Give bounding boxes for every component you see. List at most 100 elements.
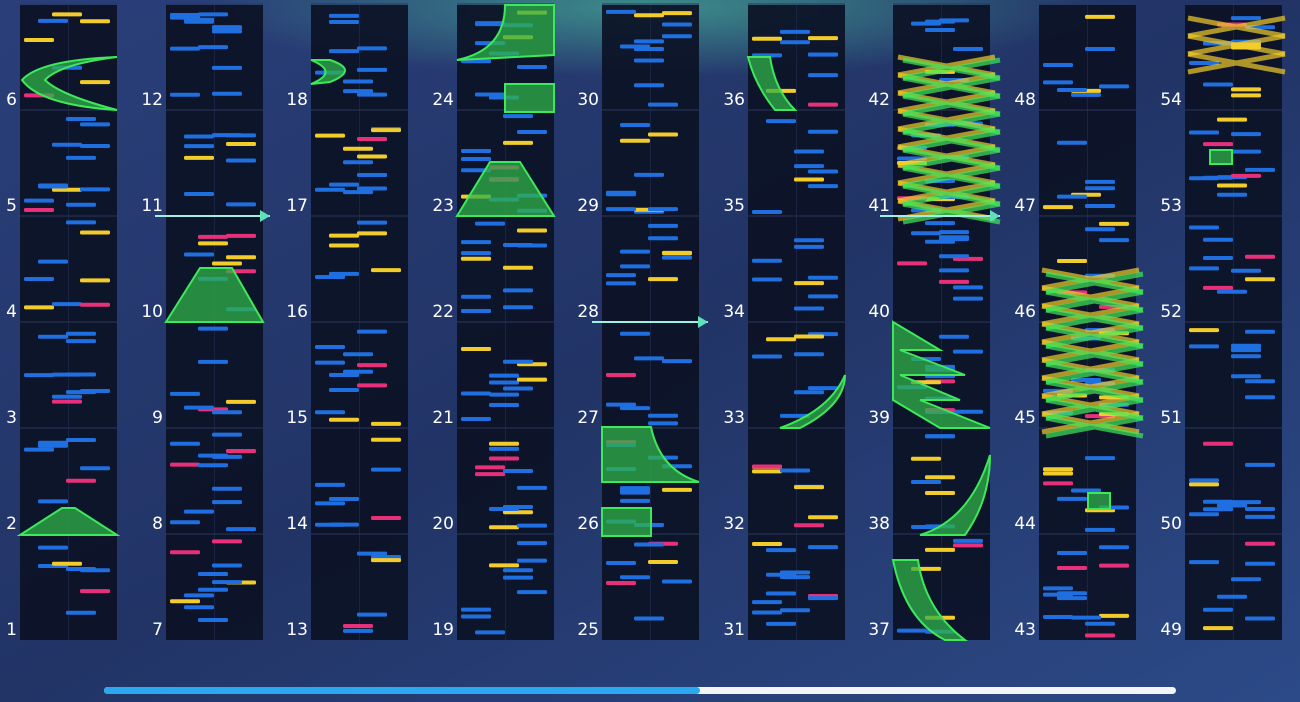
- note: [329, 417, 359, 422]
- note: [315, 187, 345, 192]
- note: [212, 539, 242, 544]
- note: [911, 21, 941, 26]
- measure-label: 42: [868, 90, 890, 110]
- note: [212, 261, 242, 266]
- note: [662, 11, 692, 16]
- note: [780, 570, 810, 575]
- note: [1043, 614, 1073, 619]
- note: [343, 89, 373, 94]
- note: [80, 143, 110, 148]
- note: [517, 243, 547, 248]
- note: [198, 359, 228, 364]
- note: [517, 541, 547, 546]
- note: [329, 372, 359, 377]
- note: [1085, 621, 1115, 626]
- zigzag-note: [902, 165, 1001, 189]
- note: [315, 482, 345, 487]
- note: [648, 421, 678, 426]
- note: [371, 437, 401, 442]
- note: [1203, 285, 1233, 290]
- note: [184, 144, 214, 149]
- note: [170, 46, 200, 51]
- note: [1057, 140, 1087, 145]
- note: [634, 47, 664, 52]
- note: [780, 575, 810, 580]
- measure-label: 5: [6, 196, 17, 216]
- note: [38, 443, 68, 448]
- note: [226, 449, 256, 454]
- note: [184, 405, 214, 410]
- note: [648, 413, 678, 418]
- note: [1057, 596, 1087, 601]
- measure-label: 27: [577, 408, 599, 428]
- note: [371, 554, 401, 559]
- note: [808, 102, 838, 107]
- note: [212, 486, 242, 491]
- note: [1043, 481, 1073, 486]
- hold-note: [16, 507, 121, 536]
- note: [911, 480, 941, 485]
- zigzag-note: [902, 93, 1001, 117]
- note: [343, 623, 373, 628]
- note: [315, 274, 345, 279]
- note: [198, 463, 228, 468]
- zigzag-note: [902, 129, 1001, 153]
- note: [1245, 561, 1275, 566]
- hold-note: [601, 426, 700, 483]
- note: [329, 387, 359, 392]
- note: [24, 373, 54, 378]
- note: [1231, 87, 1261, 92]
- note: [371, 421, 401, 426]
- note: [1189, 61, 1219, 66]
- zigzag-note: [1045, 361, 1144, 385]
- note: [1189, 482, 1219, 487]
- measure-label: 22: [432, 302, 454, 322]
- note: [1057, 87, 1087, 92]
- note: [925, 547, 955, 552]
- note: [343, 628, 373, 633]
- note: [1189, 176, 1219, 181]
- note: [606, 190, 636, 195]
- note: [606, 373, 636, 378]
- scrollbar-thumb[interactable]: [104, 687, 700, 694]
- note: [1203, 507, 1233, 512]
- note: [897, 261, 927, 266]
- note: [226, 158, 256, 163]
- note: [911, 525, 941, 530]
- note: [371, 515, 401, 520]
- zigzag-note: [1041, 267, 1140, 291]
- hold-note: [310, 59, 346, 85]
- note: [315, 344, 345, 349]
- measure-label: 53: [1160, 196, 1182, 216]
- hold-note: [164, 267, 265, 323]
- note: [794, 164, 824, 169]
- note: [662, 250, 692, 255]
- measure-label: 41: [868, 196, 890, 216]
- measure-label: 1: [6, 620, 17, 640]
- measure-label: 52: [1160, 302, 1182, 322]
- note: [1099, 84, 1129, 89]
- measure-label: 44: [1014, 514, 1036, 534]
- note: [808, 294, 838, 299]
- note: [38, 184, 68, 189]
- zigzag-note: [1045, 289, 1144, 313]
- note: [794, 523, 824, 528]
- note: [1245, 616, 1275, 621]
- note: [1231, 500, 1261, 505]
- note: [606, 207, 636, 212]
- note: [1203, 499, 1233, 504]
- note: [1085, 527, 1115, 532]
- note: [461, 614, 491, 619]
- note: [66, 372, 96, 377]
- note: [38, 259, 68, 264]
- note: [461, 251, 491, 256]
- note: [1231, 149, 1261, 154]
- note: [939, 230, 969, 235]
- note: [1189, 328, 1219, 333]
- note: [517, 228, 547, 233]
- note: [343, 190, 373, 195]
- note: [371, 467, 401, 472]
- measure-label: 38: [868, 514, 890, 534]
- note: [780, 468, 810, 473]
- note: [475, 630, 505, 635]
